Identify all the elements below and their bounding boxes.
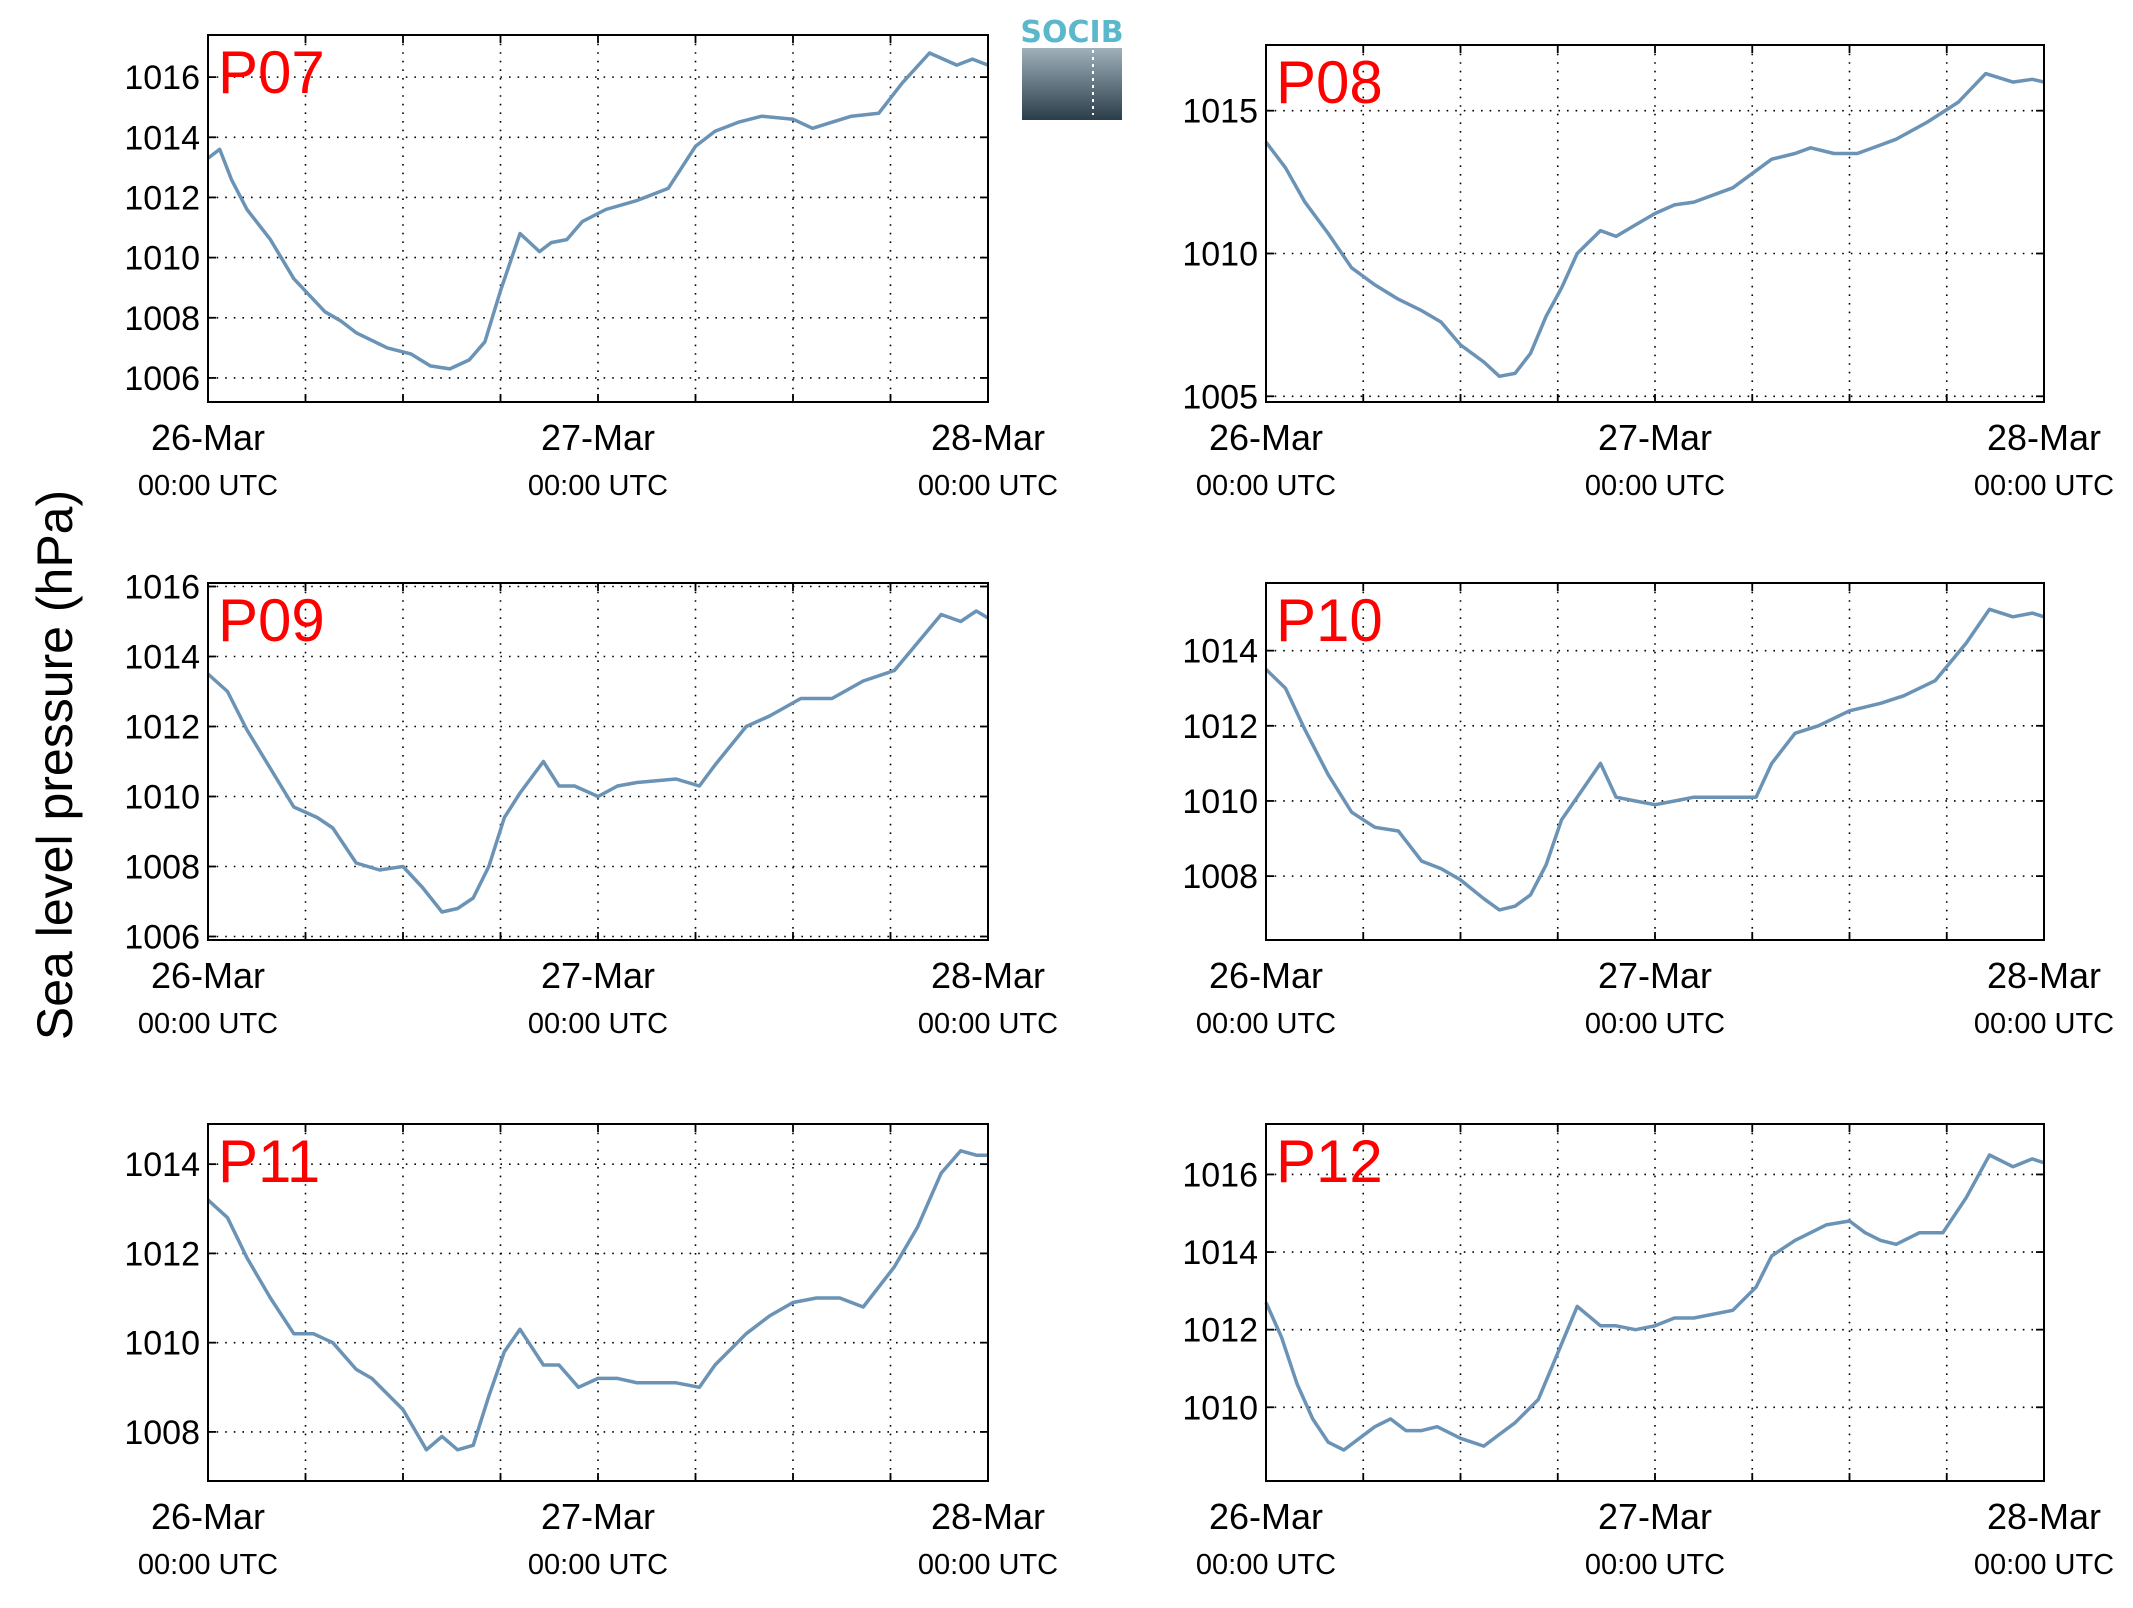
series-line-p09	[206, 609, 989, 914]
x-tick-label-time: 00:00 UTC	[1585, 1008, 1725, 1040]
x-tick-label-date: 27-Mar	[1598, 955, 1712, 996]
x-tick-label-date: 26-Mar	[1209, 417, 1323, 458]
axes-frame	[207, 1123, 989, 1482]
y-tick-label: 1016	[124, 569, 200, 607]
x-tick-label-time: 00:00 UTC	[918, 1549, 1058, 1581]
logo-text: SOCIB	[1020, 15, 1123, 50]
x-tick-label-time: 00:00 UTC	[1585, 470, 1725, 502]
x-tick-label-date: 27-Mar	[1598, 1496, 1712, 1537]
x-tick-label-time: 00:00 UTC	[1974, 470, 2114, 502]
series-line-p10	[1264, 607, 2045, 912]
x-tick-label-date: 26-Mar	[1209, 1496, 1323, 1537]
y-tick-label: 1012	[124, 1235, 200, 1273]
chart-panel-p12: 1010 1012 1014 1016 26-Mar 00:00 UTC 27-Mar 00:…	[1182, 1123, 2114, 1581]
x-tick-label-date: 28-Mar	[1987, 417, 2101, 458]
x-tick-label-time: 00:00 UTC	[1196, 1549, 1336, 1581]
x-tick-label-time: 00:00 UTC	[1196, 470, 1336, 502]
panel-label: P08	[1276, 49, 1383, 116]
logo-block	[1022, 48, 1122, 120]
axes-frame	[207, 582, 989, 941]
x-tick-label-date: 28-Mar	[1987, 1496, 2101, 1537]
x-tick-label-date: 27-Mar	[541, 955, 655, 996]
x-tick-label-date: 26-Mar	[1209, 955, 1323, 996]
y-tick-label: 1010	[124, 1325, 200, 1363]
y-tick-label: 1014	[1182, 1234, 1258, 1272]
y-tick-label: 1014	[124, 1146, 200, 1184]
x-tick-label-date: 27-Mar	[541, 417, 655, 458]
y-tick-label: 1014	[124, 119, 200, 157]
y-tick-label: 1010	[1182, 1389, 1258, 1427]
y-tick-label: 1006	[124, 919, 200, 957]
series-line-p12	[1264, 1153, 2045, 1452]
y-tick-label: 1005	[1182, 378, 1258, 416]
y-axis-label: Sea level pressure (hPa)	[27, 490, 83, 1040]
y-tick-label: 1014	[1182, 633, 1258, 671]
series-line-p11	[206, 1149, 988, 1452]
x-tick-label-date: 26-Mar	[151, 417, 265, 458]
panel-label: P12	[1276, 1128, 1383, 1195]
series-line-p07	[206, 51, 989, 371]
y-tick-label: 1012	[124, 709, 200, 747]
chart-panel-p08: 1005 1010 1015 26-Mar 00:00 UTC 27-Mar 00:00 U…	[1182, 44, 2114, 502]
chart-panel-p11: 1008 1010 1012 1014 26-Mar 00:00 UTC 27-Mar 00:…	[124, 1123, 1058, 1581]
y-tick-label: 1010	[124, 240, 200, 278]
y-tick-label: 1012	[1182, 1312, 1258, 1350]
y-tick-label: 1010	[124, 779, 200, 817]
x-tick-label-time: 00:00 UTC	[138, 1008, 278, 1040]
chart-panel-p10: 1008 1010 1012 1014 26-Mar 00:00 UTC 27-Mar 00:…	[1182, 582, 2114, 1040]
x-tick-label-time: 00:00 UTC	[1974, 1008, 2114, 1040]
x-tick-label-date: 26-Mar	[151, 1496, 265, 1537]
panel-label: P11	[218, 1128, 320, 1195]
y-tick-label: 1016	[1182, 1156, 1258, 1194]
chart-panel-p07: 1006 1008 1010 1012 1014 1016 26-Mar 00:00 UTC 2…	[124, 34, 1058, 502]
x-tick-label-time: 00:00 UTC	[528, 1008, 668, 1040]
axes-frame	[207, 34, 989, 403]
x-tick-label-time: 00:00 UTC	[918, 470, 1058, 502]
y-tick-label: 1008	[124, 849, 200, 887]
x-tick-label-time: 00:00 UTC	[1585, 1549, 1725, 1581]
chart-panel-p09: 1006 1008 1010 1012 1014 1016 26-Mar 00:00 UTC 2…	[124, 569, 1058, 1041]
y-tick-label: 1008	[124, 300, 200, 338]
x-tick-label-date: 28-Mar	[1987, 955, 2101, 996]
x-tick-label-time: 00:00 UTC	[138, 1549, 278, 1581]
y-tick-label: 1010	[1182, 783, 1258, 821]
series-line-p08	[1264, 71, 2045, 379]
x-tick-label-date: 28-Mar	[931, 417, 1045, 458]
y-tick-label: 1012	[124, 179, 200, 217]
panel-label: P10	[1276, 587, 1383, 654]
y-tick-label: 1006	[124, 360, 200, 398]
x-tick-label-date: 28-Mar	[931, 1496, 1045, 1537]
socib-logo: SOCIB	[1020, 15, 1124, 120]
x-tick-label-time: 00:00 UTC	[1974, 1549, 2114, 1581]
y-tick-label: 1010	[1182, 235, 1258, 273]
y-tick-label: 1015	[1182, 93, 1258, 131]
x-tick-label-date: 26-Mar	[151, 955, 265, 996]
panel-label: P07	[218, 39, 325, 106]
x-tick-label-date: 28-Mar	[931, 955, 1045, 996]
y-tick-label: 1014	[124, 639, 200, 677]
y-tick-label: 1012	[1182, 708, 1258, 746]
x-tick-label-time: 00:00 UTC	[138, 470, 278, 502]
x-tick-label-time: 00:00 UTC	[1196, 1008, 1336, 1040]
x-tick-label-time: 00:00 UTC	[918, 1008, 1058, 1040]
panel-label: P09	[218, 587, 325, 654]
y-tick-label: 1008	[1182, 858, 1258, 896]
x-tick-label-date: 27-Mar	[541, 1496, 655, 1537]
y-tick-label: 1016	[124, 59, 200, 97]
x-tick-label-date: 27-Mar	[1598, 417, 1712, 458]
y-tick-label: 1008	[124, 1414, 200, 1452]
x-tick-label-time: 00:00 UTC	[528, 470, 668, 502]
x-tick-label-time: 00:00 UTC	[528, 1549, 668, 1581]
